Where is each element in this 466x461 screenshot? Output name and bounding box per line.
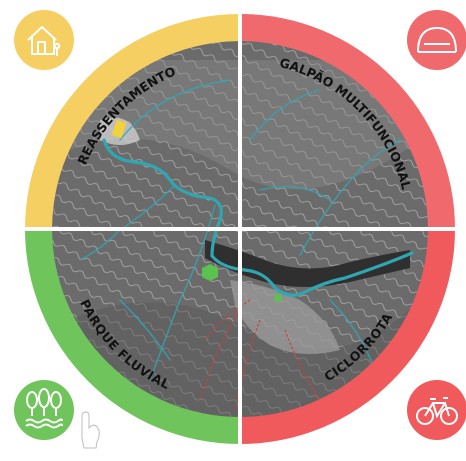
ring-quadrant-galpao	[240, 14, 455, 229]
parque-marker	[202, 264, 218, 281]
valley-terrain	[205, 240, 410, 287]
reassentamento-marker	[111, 119, 127, 139]
urban-area	[230, 280, 340, 354]
house-family-icon	[14, 10, 74, 70]
trees-river-icon	[14, 380, 74, 440]
bicycle-icon	[407, 380, 466, 440]
ring-quadrant-reassentamento	[25, 14, 240, 229]
main-river	[102, 138, 414, 297]
warehouse-shed-icon	[407, 10, 466, 70]
ring-quadrant-parque	[25, 229, 240, 444]
galpao-marker	[274, 294, 282, 302]
hand-cursor-icon	[81, 411, 100, 449]
ring-quadrant-ciclorrota	[240, 229, 455, 444]
